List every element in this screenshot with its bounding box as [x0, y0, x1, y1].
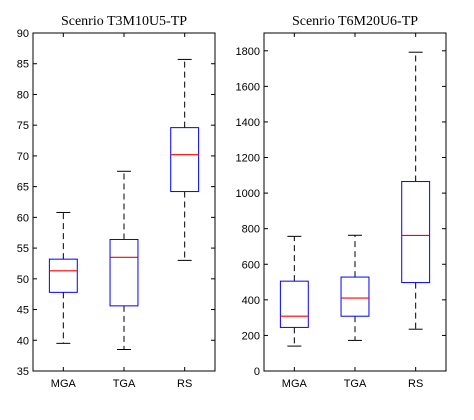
left-ytick-label: 65	[17, 182, 29, 194]
right-y-ticks: 0 200 400 600 800 1000 1200 1400 1600 1800	[236, 46, 446, 378]
right-chart: Scenrio T6M20U6-TP 0 200 400 600 800 1000 1200…	[236, 14, 447, 390]
left-ytick-label: 70	[17, 151, 29, 163]
left-chart: Scenrio T3M10U5-TP 35 40 45 50 55 60 65 70 75 80 8…	[17, 14, 216, 390]
left-category-label: TGA	[113, 378, 136, 390]
iqr-box	[279, 280, 309, 328]
left-ytick-label: 55	[17, 243, 29, 255]
left-boxes	[48, 58, 200, 350]
right-ytick-label: 1600	[236, 81, 260, 93]
iqr-box	[48, 258, 78, 293]
left-ytick-label: 85	[17, 59, 29, 71]
right-ytick-label: 600	[242, 259, 260, 271]
left-ytick-label: 50	[17, 274, 29, 286]
left-ytick-label: 60	[17, 212, 29, 224]
right-ytick-label: 0	[254, 366, 260, 378]
iqr-box	[109, 238, 139, 307]
left-y-ticks: 35 40 45 50 55 60 65 70 75 80 85 90	[17, 28, 215, 378]
left-ytick-label: 35	[17, 366, 29, 378]
right-ytick-label: 400	[242, 295, 260, 307]
right-category-label: MGA	[282, 378, 308, 390]
left-box-mga	[48, 211, 78, 344]
right-boxes	[279, 51, 431, 347]
right-box-tga	[340, 234, 370, 341]
left-category-label: RS	[177, 378, 192, 390]
left-ytick-label: 45	[17, 305, 29, 317]
left-x-ticks: MGA TGA RS	[51, 33, 192, 390]
left-ytick-label: 40	[17, 335, 29, 347]
right-ytick-label: 1200	[236, 153, 260, 165]
right-chart-title: Scenrio T6M20U6-TP	[292, 14, 418, 29]
right-x-ticks: MGA TGA RS	[282, 33, 423, 390]
left-category-label: MGA	[51, 378, 77, 390]
left-ytick-label: 80	[17, 89, 29, 101]
left-chart-title: Scenrio T3M10U5-TP	[61, 14, 187, 29]
iqr-box	[170, 127, 200, 193]
right-ytick-label: 800	[242, 224, 260, 236]
iqr-box	[340, 276, 370, 317]
right-ytick-label: 200	[242, 330, 260, 342]
right-category-label: TGA	[344, 378, 367, 390]
left-ytick-label: 90	[17, 28, 29, 40]
right-ytick-label: 1800	[236, 46, 260, 58]
left-box-rs	[170, 58, 200, 261]
right-category-label: RS	[408, 378, 423, 390]
right-ytick-label: 1000	[236, 188, 260, 200]
iqr-box	[401, 181, 431, 284]
right-box-rs	[401, 51, 431, 330]
left-ytick-label: 75	[17, 120, 29, 132]
right-ytick-label: 1400	[236, 117, 260, 129]
right-box-mga	[279, 235, 309, 347]
left-box-tga	[109, 170, 139, 350]
